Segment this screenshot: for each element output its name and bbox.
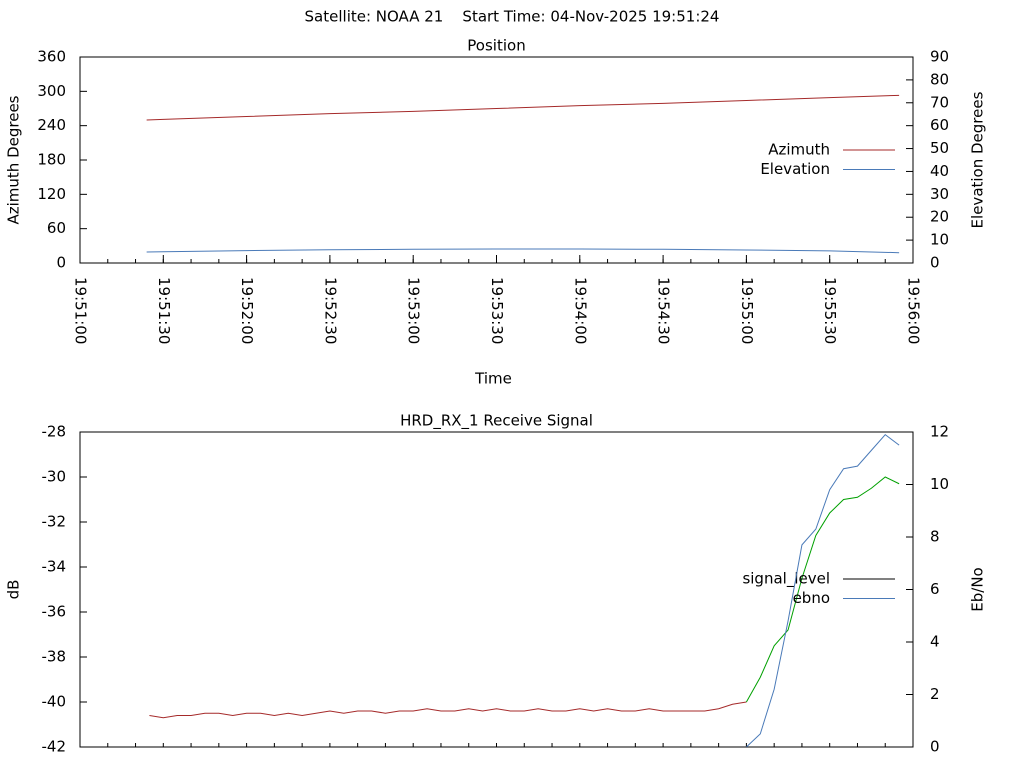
y2-tick-label: 0 [930, 738, 940, 756]
x-axis-label: Time [474, 370, 512, 388]
series-line [146, 94, 900, 121]
y2-tick-label: 30 [930, 185, 949, 203]
y-tick-label: -38 [42, 648, 67, 666]
y-axis-label: dB [5, 580, 23, 600]
y2-tick-label: 2 [930, 685, 940, 703]
page-title: Satellite: NOAA 21 Start Time: 04-Nov-20… [305, 8, 720, 26]
y-axis-label: Azimuth Degrees [5, 95, 23, 224]
y2-tick-label: 12 [930, 423, 949, 441]
y-tick-label: -40 [42, 693, 67, 711]
legend-label: Elevation [760, 160, 830, 178]
x-tick-label: 19:54:00 [571, 277, 589, 344]
y-tick-label: -32 [42, 513, 67, 531]
y-tick-label: 300 [37, 82, 66, 100]
series-line [146, 248, 900, 254]
y-tick-label: 120 [37, 185, 66, 203]
y2-tick-label: 50 [930, 139, 949, 157]
y-tick-label: 0 [56, 254, 66, 272]
series-line [746, 433, 900, 747]
y-tick-label: 180 [37, 151, 66, 169]
chart-title: HRD_RX_1 Receive Signal [400, 412, 593, 431]
series-line [745, 476, 900, 703]
y-tick-label: -36 [42, 603, 67, 621]
legend-label: signal_level [742, 570, 830, 589]
y2-axis-label: Eb/No [969, 567, 987, 611]
y2-tick-label: 4 [930, 633, 940, 651]
x-tick-label: 19:53:00 [405, 277, 423, 344]
x-tick-label: 19:56:00 [905, 277, 923, 344]
series-line [149, 701, 747, 719]
y2-tick-label: 80 [930, 70, 949, 88]
x-tick-label: 19:55:00 [738, 277, 756, 344]
y-tick-label: -30 [42, 468, 67, 486]
plot-frame [79, 431, 914, 748]
x-tick-label: 19:53:30 [488, 277, 506, 344]
x-tick-label: 19:52:30 [321, 277, 339, 344]
y2-tick-label: 40 [930, 162, 949, 180]
x-tick-label: 19:51:30 [155, 277, 173, 344]
y2-tick-label: 70 [930, 93, 949, 111]
y2-tick-label: 60 [930, 116, 949, 134]
y2-tick-label: 8 [930, 528, 940, 546]
y2-axis-label: Elevation Degrees [969, 91, 987, 228]
x-tick-label: 19:55:30 [821, 277, 839, 344]
x-tick-label: 19:52:00 [238, 277, 256, 344]
y-tick-label: -42 [42, 738, 67, 756]
y2-tick-label: 6 [930, 580, 940, 598]
y-tick-label: 360 [37, 48, 66, 66]
y-tick-label: -34 [42, 558, 67, 576]
y-tick-label: 240 [37, 116, 66, 134]
y2-tick-label: 10 [930, 475, 949, 493]
y-tick-label: -28 [42, 423, 67, 441]
legend-label: ebno [793, 589, 830, 607]
y2-tick-label: 90 [930, 48, 949, 66]
y2-tick-label: 20 [930, 208, 949, 226]
chart-title: Position [467, 37, 525, 55]
x-tick-label: 19:54:30 [655, 277, 673, 344]
y2-tick-label: 0 [930, 254, 940, 272]
legend-label: Azimuth [768, 141, 830, 159]
y-tick-label: 60 [47, 219, 66, 237]
y2-tick-label: 10 [930, 231, 949, 249]
x-tick-label: 19:51:00 [72, 277, 90, 344]
